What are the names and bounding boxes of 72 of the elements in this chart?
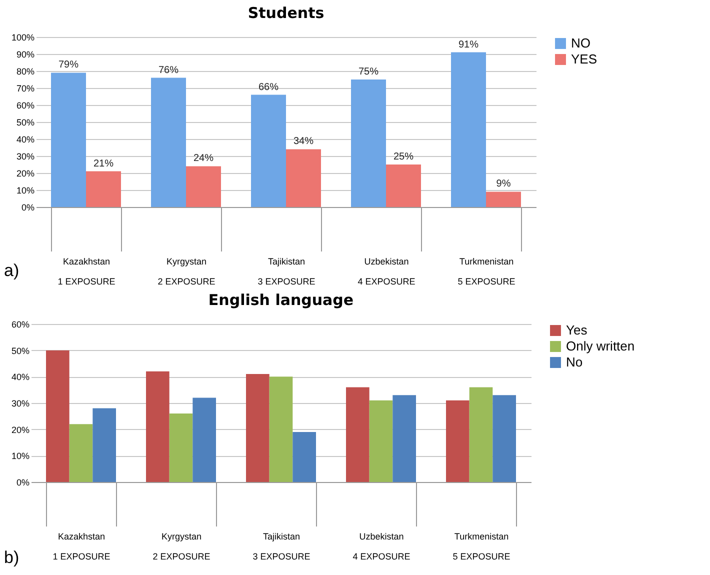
data-label: 66%: [258, 82, 279, 93]
y-tick-label: 10%: [11, 451, 30, 462]
bar: [386, 164, 421, 207]
bar: [251, 94, 286, 207]
y-tick-label: 30%: [11, 398, 30, 408]
text: b): [4, 548, 20, 568]
legend-label: Yes: [566, 322, 588, 338]
x-tick-label: Uzbekistan 4 EXPOSURE: [358, 256, 416, 286]
y-tick-label: 50%: [16, 118, 34, 128]
legend-label: NO: [571, 36, 590, 50]
x-tick-label: Kyrgystan 2 EXPOSURE: [158, 256, 216, 286]
bar: [346, 387, 370, 482]
y-tick-label: 20%: [11, 424, 30, 435]
y-tick-label: 100%: [11, 32, 34, 42]
bar: [492, 395, 516, 482]
legend-label: YES: [571, 52, 598, 66]
chart-title: English language: [208, 291, 354, 309]
x-tick-label: Uzbekistan 4 EXPOSURE: [352, 532, 410, 562]
x-tick-label: Kazakhstan 1 EXPOSURE: [58, 256, 116, 286]
text: a): [4, 261, 20, 281]
chart-title: Students: [248, 4, 324, 22]
bar: [269, 376, 293, 482]
bar: [392, 395, 416, 482]
legend-label: Only written: [566, 338, 635, 354]
y-tick-label: 20%: [16, 168, 34, 178]
bar: [151, 78, 186, 207]
y-tick-label: 40%: [16, 134, 34, 144]
bar: [146, 371, 170, 482]
data-label: 25%: [393, 152, 414, 162]
data-label: 79%: [58, 60, 79, 71]
legend-label: No: [566, 354, 583, 370]
bar: [286, 149, 321, 207]
bar: [469, 387, 493, 482]
data-label: 21%: [93, 158, 114, 170]
bar: [369, 400, 393, 482]
x-tick-label: Turkmenistan 5 EXPOSURE: [452, 532, 510, 562]
y-tick-label: 70%: [16, 84, 34, 94]
bar: [86, 171, 121, 207]
bar: [292, 432, 316, 482]
bar: [169, 414, 193, 482]
y-tick-label: 80%: [16, 66, 34, 76]
bar: [446, 400, 470, 482]
bar: [186, 166, 221, 207]
bar: [51, 72, 86, 207]
data-label: 24%: [193, 153, 214, 164]
bar: [451, 52, 486, 207]
y-tick-label: 0%: [16, 478, 30, 488]
bar: [69, 424, 93, 482]
data-label: 9%: [496, 178, 511, 190]
data-label: 75%: [358, 66, 379, 78]
y-tick-label: 30%: [16, 152, 34, 162]
x-tick-label: Turkmenistan 5 EXPOSURE: [458, 256, 516, 286]
y-tick-label: 60%: [16, 100, 34, 110]
y-tick-label: 50%: [11, 346, 30, 356]
y-tick-label: 10%: [16, 186, 34, 196]
y-tick-label: 0%: [21, 202, 34, 212]
bar: [46, 350, 70, 482]
y-tick-label: 40%: [11, 372, 30, 382]
bar: [351, 80, 386, 207]
y-tick-label: 90%: [16, 50, 34, 60]
bar: [246, 374, 270, 482]
bar: [486, 192, 521, 207]
data-label: 34%: [293, 136, 314, 148]
y-tick-label: 60%: [11, 320, 30, 330]
data-label: 91%: [458, 39, 479, 50]
x-tick-label: Kyrgystan 2 EXPOSURE: [152, 532, 210, 562]
bar: [192, 398, 216, 482]
x-tick-label: Kazakhstan 1 EXPOSURE: [52, 532, 110, 562]
data-label: 76%: [158, 64, 179, 76]
x-tick-label: Tajikistan 3 EXPOSURE: [258, 256, 316, 286]
x-tick-label: Tajikistan 3 EXPOSURE: [252, 532, 310, 562]
bar: [92, 408, 116, 482]
